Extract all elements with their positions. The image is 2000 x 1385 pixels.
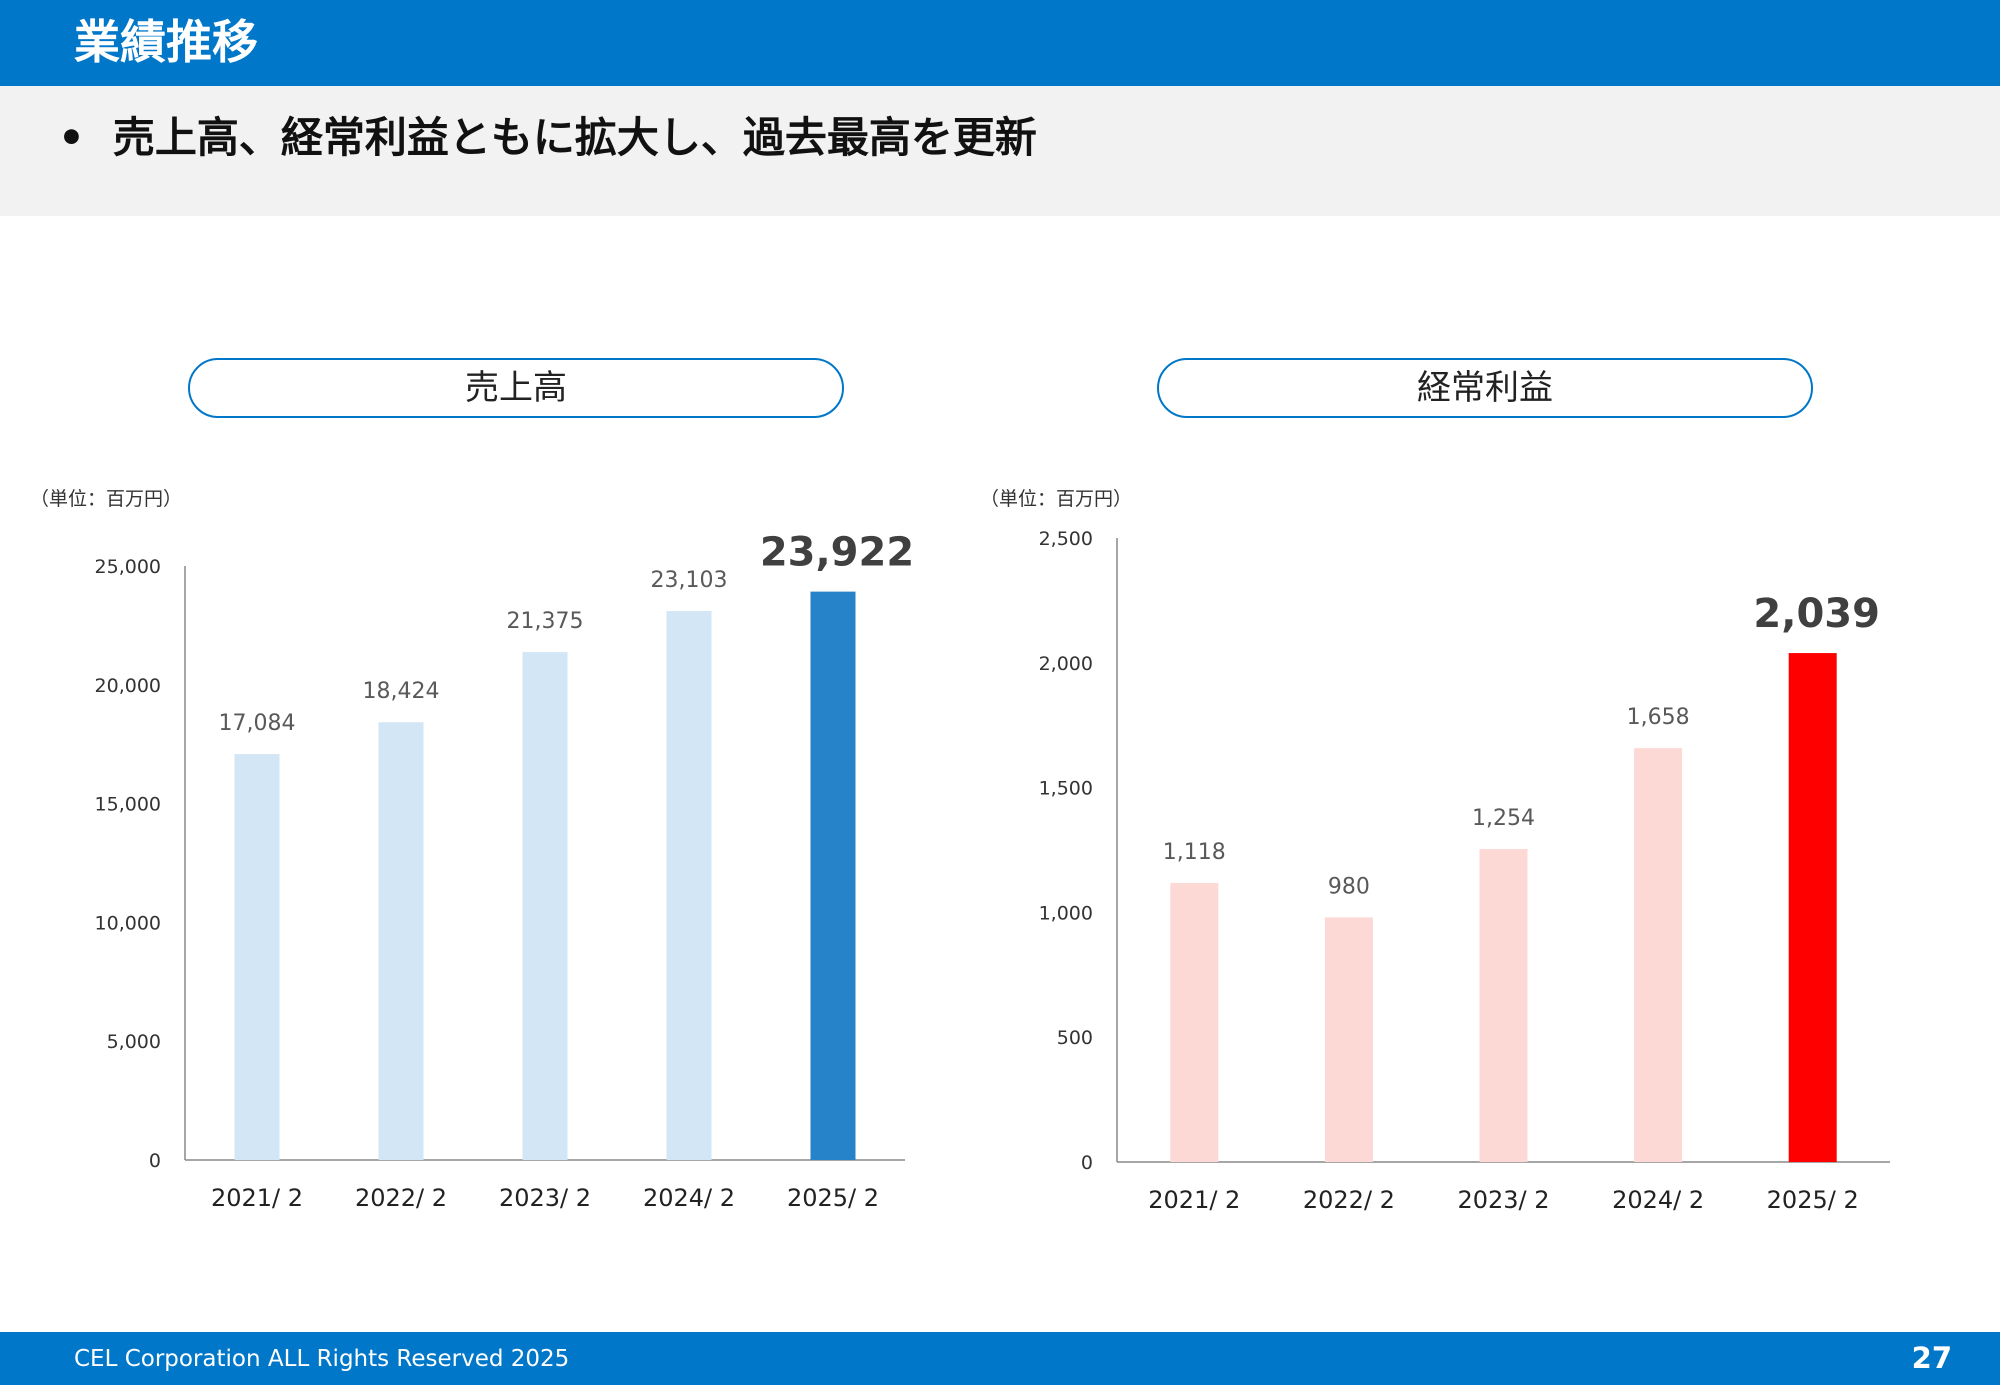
profit-value-label-highlight: 2,039 bbox=[1753, 591, 1880, 637]
summary-bar bbox=[0, 86, 2000, 216]
revenue-value-label-highlight: 23,922 bbox=[760, 530, 914, 576]
revenue-bar bbox=[378, 722, 424, 1160]
revenue-value-label: 21,375 bbox=[507, 609, 584, 634]
summary-text: 売上高、経常利益ともに拡大し、過去最高を更新 bbox=[112, 113, 1037, 162]
profit-y-tick-label: 1,500 bbox=[1039, 778, 1093, 800]
revenue-bar bbox=[234, 754, 280, 1160]
bullet-icon: • bbox=[58, 113, 85, 162]
revenue-y-tick-label: 20,000 bbox=[95, 675, 161, 697]
profit-y-tick-label: 0 bbox=[1081, 1152, 1093, 1174]
profit-bar bbox=[1634, 748, 1683, 1162]
revenue-chart: 0 5,000 10,000 15,000 20,000 25,000 17,084 2021… bbox=[95, 530, 915, 1212]
profit-value-label: 980 bbox=[1328, 874, 1370, 899]
revenue-chart-title: 売上高 bbox=[188, 358, 844, 418]
profit-unit-label: （単位：百万円） bbox=[980, 488, 1133, 510]
profit-bar bbox=[1479, 849, 1528, 1162]
revenue-bar bbox=[810, 591, 856, 1160]
revenue-y-tick-label: 15,000 bbox=[95, 794, 161, 816]
revenue-value-label: 18,424 bbox=[363, 679, 440, 704]
copyright-text: CEL Corporation ALL Rights Reserved 2025 bbox=[74, 1346, 570, 1372]
revenue-value-label: 17,084 bbox=[219, 711, 296, 736]
profit-y-tick-label: 2,000 bbox=[1039, 653, 1093, 675]
revenue-y-tick-label: 10,000 bbox=[95, 912, 161, 934]
profit-y-tick-label: 1,000 bbox=[1039, 902, 1093, 924]
profit-bar bbox=[1788, 653, 1837, 1162]
revenue-bar bbox=[522, 652, 568, 1160]
header-bar: 業績推移 bbox=[0, 0, 2000, 86]
revenue-y-tick-label: 5,000 bbox=[107, 1031, 161, 1053]
page-title: 業績推移 bbox=[74, 15, 258, 69]
revenue-y-tick-label: 0 bbox=[149, 1150, 161, 1172]
profit-chart-title: 経常利益 bbox=[1157, 358, 1813, 418]
revenue-category-label: 2022/ 2 bbox=[355, 1184, 447, 1212]
revenue-category-label: 2023/ 2 bbox=[499, 1184, 591, 1212]
profit-category-label: 2023/ 2 bbox=[1457, 1186, 1549, 1214]
profit-bar bbox=[1324, 917, 1373, 1162]
profit-value-label: 1,118 bbox=[1163, 840, 1226, 865]
revenue-y-tick-label: 25,000 bbox=[95, 556, 161, 578]
revenue-bar bbox=[666, 611, 712, 1160]
profit-bar bbox=[1170, 882, 1219, 1162]
footer-bar: CEL Corporation ALL Rights Reserved 2025… bbox=[0, 1332, 2000, 1385]
profit-category-label: 2025/ 2 bbox=[1767, 1186, 1859, 1214]
revenue-category-label: 2024/ 2 bbox=[643, 1184, 735, 1212]
profit-category-label: 2022/ 2 bbox=[1303, 1186, 1395, 1214]
profit-chart: 0 500 1,000 1,500 2,000 2,500 1,118 2021/ 2 980 2… bbox=[1039, 528, 1890, 1214]
profit-y-tick-label: 500 bbox=[1057, 1027, 1093, 1049]
profit-category-label: 2021/ 2 bbox=[1148, 1186, 1240, 1214]
profit-value-label: 1,658 bbox=[1627, 705, 1690, 730]
page-number: 27 bbox=[1911, 1341, 1952, 1375]
revenue-value-label: 23,103 bbox=[651, 568, 728, 593]
profit-y-tick-label: 2,500 bbox=[1039, 528, 1093, 550]
profit-category-label: 2024/ 2 bbox=[1612, 1186, 1704, 1214]
revenue-category-label: 2025/ 2 bbox=[787, 1184, 879, 1212]
profit-value-label: 1,254 bbox=[1472, 806, 1535, 831]
summary-line: • 売上高、経常利益ともに拡大し、過去最高を更新 bbox=[58, 110, 1037, 166]
revenue-category-label: 2021/ 2 bbox=[211, 1184, 303, 1212]
revenue-unit-label: （単位：百万円） bbox=[30, 488, 183, 510]
